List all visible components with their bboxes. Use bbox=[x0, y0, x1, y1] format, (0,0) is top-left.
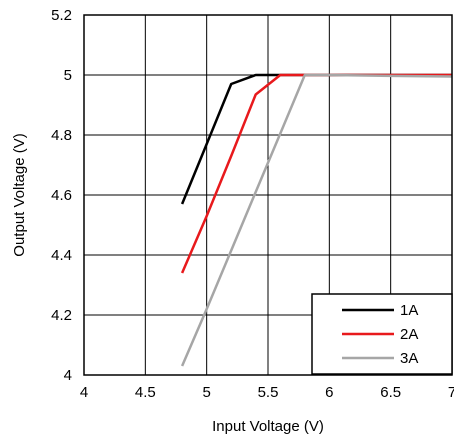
series-lines bbox=[180, 73, 453, 367]
series-line-3a bbox=[180, 73, 453, 367]
y-axis-label: Output Voltage (V) bbox=[11, 133, 28, 256]
tick-labels: 4 4.5 5 5.5 6 6.5 7 4 4.2 4.4 4.6 4.8 5 5.2 bbox=[51, 7, 454, 401]
plot-frame bbox=[83, 14, 453, 376]
y-tick-label: 5.2 bbox=[51, 7, 72, 24]
y-tick-label: 4 bbox=[64, 367, 72, 384]
x-tick-label: 4.5 bbox=[135, 384, 156, 401]
x-axis-label: Input Voltage (V) bbox=[212, 418, 324, 435]
x-tick-label: 5.5 bbox=[258, 384, 279, 401]
x-tick-label: 6.5 bbox=[380, 384, 401, 401]
x-tick-label: 5 bbox=[202, 384, 210, 401]
y-tick-label: 4.6 bbox=[51, 187, 72, 204]
x-tick-label: 4 bbox=[80, 384, 88, 401]
x-tick-label: 7 bbox=[448, 384, 454, 401]
legend-label-1a: 1A bbox=[400, 302, 418, 319]
y-tick-label: 4.4 bbox=[51, 247, 72, 264]
legend: 1A 2A 3A bbox=[311, 293, 453, 375]
y-tick-label: 4.8 bbox=[51, 127, 72, 144]
legend-label-3a: 3A bbox=[400, 350, 418, 367]
series-line-1a bbox=[180, 73, 452, 205]
y-tick-label: 5 bbox=[64, 67, 72, 84]
legend-label-2a: 2A bbox=[400, 326, 418, 343]
y-tick-label: 4.2 bbox=[51, 307, 72, 324]
x-tick-label: 6 bbox=[325, 384, 333, 401]
